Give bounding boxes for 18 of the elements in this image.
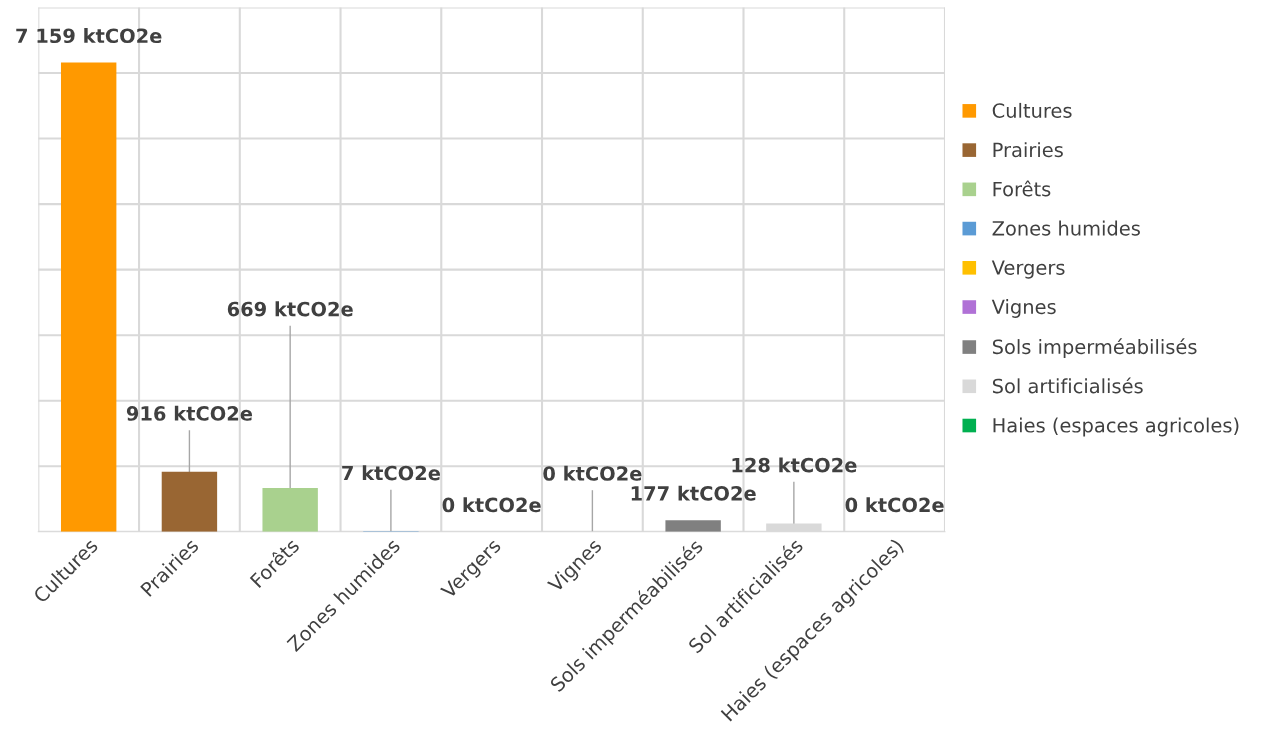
legend-label: Cultures [992, 102, 1072, 118]
data-label: 0 ktCO2e [543, 465, 642, 481]
data-label: 916 ktCO2e [126, 405, 253, 421]
legend-label: Sols imperméabilisés [992, 338, 1197, 358]
data-label: 0 ktCO2e [442, 497, 541, 513]
data-label: 177 ktCO2e [631, 485, 756, 501]
legend-label: Sol artificialisés [992, 377, 1143, 394]
legend-label: Zones humides [992, 220, 1140, 236]
data-label: 669 ktCO2e [227, 301, 353, 317]
legend-label: Vignes [991, 299, 1056, 318]
legend-label: Forêts [993, 180, 1051, 197]
legend-label: Prairies [993, 142, 1063, 158]
legend-label: Vergers [991, 260, 1065, 279]
data-label: 7 159 ktCO2e [16, 28, 162, 44]
data-label: 128 ktCO2e [732, 457, 857, 473]
data-label: 7 ktCO2e [342, 465, 440, 481]
legend-label: Haies (espaces agricoles) [993, 417, 1239, 437]
data-label: 0 ktCO2e [845, 497, 944, 513]
